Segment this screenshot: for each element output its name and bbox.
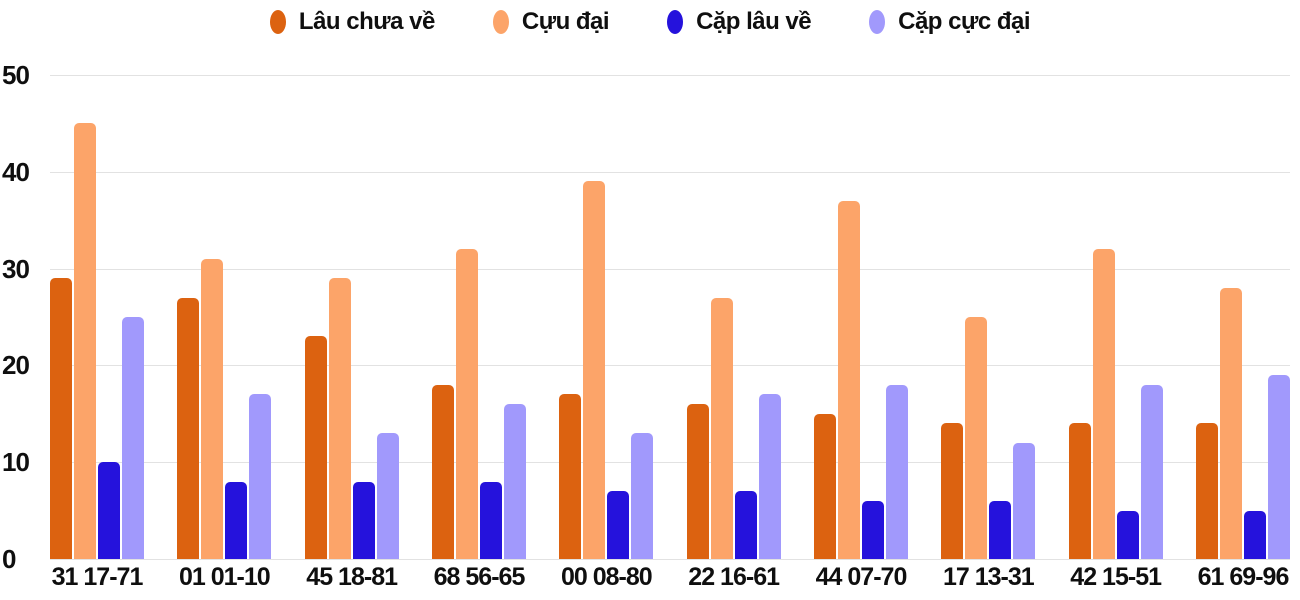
legend-label: Cặp lâu về: [696, 8, 812, 35]
bar[interactable]: [455, 249, 478, 559]
bar[interactable]: [686, 404, 709, 559]
bar[interactable]: [607, 491, 630, 559]
bar-group-3: [304, 75, 399, 559]
gridline-y-0: [50, 559, 1290, 560]
legend-marker-icon: [667, 10, 684, 34]
x-axis-label-5: 00 08-80: [560, 563, 653, 591]
bar[interactable]: [201, 258, 224, 559]
x-axis-label-6: 22 16-61: [688, 563, 780, 591]
bar[interactable]: [376, 433, 399, 559]
bar[interactable]: [837, 200, 860, 559]
x-axis-label-1: 31 17-71: [51, 563, 144, 591]
bar[interactable]: [1195, 423, 1218, 559]
bar-group-8: [941, 75, 1036, 559]
bar[interactable]: [328, 278, 351, 559]
bar[interactable]: [989, 500, 1012, 559]
bar-group-1: [50, 75, 144, 559]
bar[interactable]: [1092, 249, 1115, 559]
y-axis-tick-50: 50: [2, 60, 30, 90]
bar-group-10: [1195, 75, 1290, 559]
bar[interactable]: [758, 394, 781, 559]
bar[interactable]: [1068, 423, 1091, 559]
bar[interactable]: [965, 317, 988, 559]
y-axis-tick-30: 30: [2, 253, 30, 284]
chart-area: [50, 75, 1290, 560]
bar-group-7: [813, 75, 908, 559]
legend-label: Lâu chưa về: [298, 8, 435, 35]
y-axis-tick-20: 20: [2, 350, 30, 381]
bar[interactable]: [352, 481, 375, 559]
bar[interactable]: [74, 123, 96, 559]
legend-label: Cặp cực đại: [898, 8, 1031, 35]
x-axis-label-8: 17 13-31: [942, 563, 1035, 591]
gridline-y-40: [50, 171, 1290, 173]
bar[interactable]: [479, 481, 502, 559]
bar-group-2: [177, 75, 272, 559]
gridline-y-10: [50, 462, 1290, 464]
bar-groups: [50, 75, 1290, 559]
x-axis-label-9: 42 15-51: [1070, 563, 1162, 591]
x-axis-label-10: 61 69-96: [1197, 563, 1290, 591]
bar[interactable]: [1243, 510, 1266, 559]
bar[interactable]: [249, 394, 272, 559]
x-axis-label-2: 01 01-10: [178, 563, 271, 591]
legend-marker-icon: [869, 10, 886, 34]
bar[interactable]: [225, 481, 248, 559]
bar[interactable]: [177, 297, 200, 559]
legend-item-lau-chua-ve[interactable]: Lâu chưa về: [269, 8, 435, 36]
x-axis-label-7: 44 07-70: [815, 563, 908, 591]
bar[interactable]: [431, 384, 454, 559]
y-axis-tick-10: 10: [2, 447, 30, 478]
legend-marker-icon: [492, 10, 509, 34]
x-axis-label-4: 68 56-65: [433, 563, 526, 591]
bar[interactable]: [1013, 442, 1036, 559]
bar[interactable]: [1140, 384, 1163, 559]
bar[interactable]: [885, 384, 908, 559]
bar[interactable]: [1116, 510, 1139, 559]
y-axis-tick-0: 0: [2, 544, 16, 574]
bar[interactable]: [734, 491, 757, 559]
bar-group-6: [686, 75, 781, 559]
legend-label: Cựu đại: [521, 8, 610, 35]
bar[interactable]: [813, 413, 836, 559]
gridline-y-20: [50, 365, 1290, 367]
bar[interactable]: [98, 462, 120, 559]
gridline-y-30: [50, 268, 1290, 270]
bar-group-4: [431, 75, 526, 559]
bar[interactable]: [503, 404, 526, 559]
bar[interactable]: [304, 336, 327, 559]
bar[interactable]: [50, 278, 72, 559]
bar-group-5: [559, 75, 654, 559]
bar[interactable]: [631, 433, 654, 559]
legend-item-cap-cuc-dai[interactable]: Cặp cực đại: [869, 8, 1031, 36]
bar[interactable]: [122, 317, 144, 559]
y-axis-tick-40: 40: [2, 156, 30, 187]
bar[interactable]: [941, 423, 964, 559]
bar[interactable]: [861, 500, 884, 559]
legend-item-cuu-dai[interactable]: Cựu đại: [492, 8, 610, 36]
x-axis-label-3: 45 18-81: [306, 563, 398, 591]
bar[interactable]: [583, 181, 606, 559]
bar[interactable]: [559, 394, 582, 559]
bar[interactable]: [710, 297, 733, 559]
bar-group-9: [1068, 75, 1163, 559]
legend-marker-icon: [269, 10, 286, 34]
legend-item-cap-lau-ve[interactable]: Cặp lâu về: [667, 8, 812, 36]
gridline-y-50: [50, 75, 1290, 76]
bar[interactable]: [1267, 375, 1290, 559]
bar[interactable]: [1219, 287, 1242, 559]
chart-legend: Lâu chưa về Cựu đại Cặp lâu về Cặp cực đ…: [0, 8, 1300, 36]
